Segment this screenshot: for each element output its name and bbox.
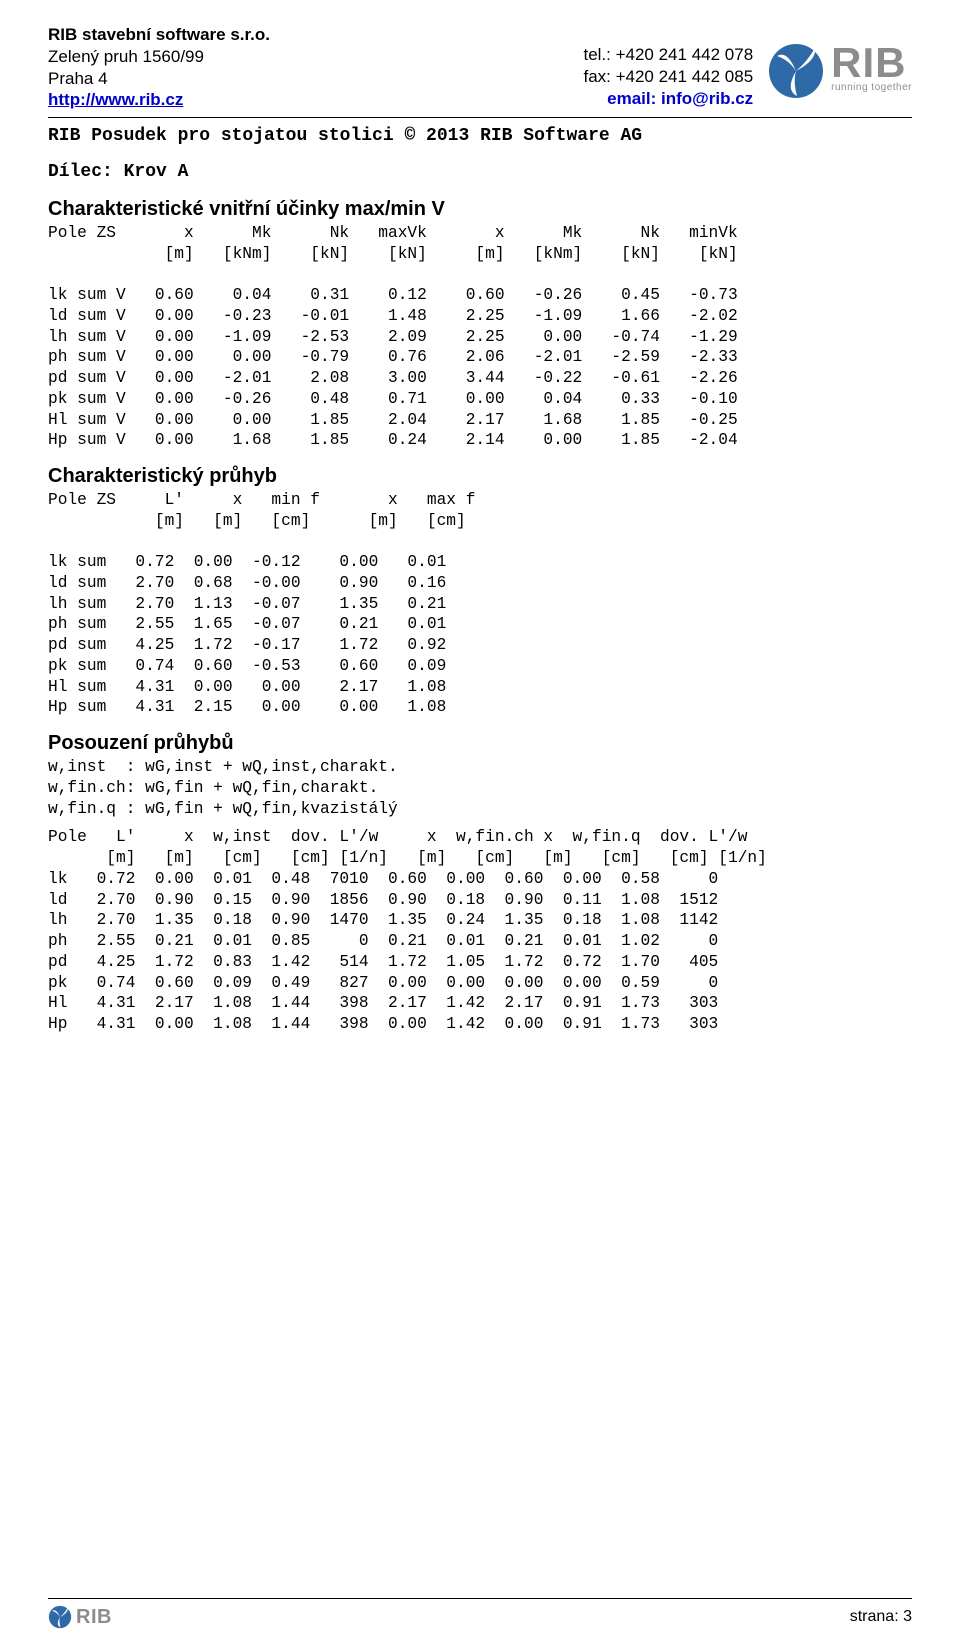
company-fax: fax: +420 241 442 085 bbox=[583, 66, 753, 88]
section3-table: Pole L' x w,inst dov. L'/w x w,fin.ch x … bbox=[48, 827, 912, 1034]
section2-table: Pole ZS L' x min f x max f [m] [m] [cm] … bbox=[48, 490, 912, 718]
section3-title: Posouzení průhybů bbox=[48, 732, 912, 755]
header-separator bbox=[48, 117, 912, 118]
company-addr1: Zelený pruh 1560/99 bbox=[48, 46, 270, 68]
section3-defs: w,inst : wG,inst + wQ,inst,charakt. w,fi… bbox=[48, 757, 912, 819]
section1-table: Pole ZS x Mk Nk maxVk x Mk Nk minVk [m] … bbox=[48, 223, 912, 451]
contact-logo-block: tel.: +420 241 442 078 fax: +420 241 442… bbox=[583, 24, 912, 109]
contact-block: tel.: +420 241 442 078 fax: +420 241 442… bbox=[583, 24, 753, 109]
page-number: strana: 3 bbox=[850, 1608, 912, 1626]
doc-title: RIB Posudek pro stojatou stolici © 2013 … bbox=[48, 126, 912, 146]
logo-mark-icon bbox=[767, 42, 825, 100]
piece-title: Dílec: Krov A bbox=[48, 162, 912, 182]
company-url[interactable]: http://www.rib.cz bbox=[48, 90, 183, 109]
page-header: RIB stavební software s.r.o. Zelený pruh… bbox=[48, 24, 912, 111]
footer-logo: RIB bbox=[48, 1605, 112, 1629]
company-addr2: Praha 4 bbox=[48, 68, 270, 90]
footer-separator bbox=[48, 1598, 912, 1599]
footer-logo-mark-icon bbox=[48, 1605, 72, 1629]
company-name: RIB stavební software s.r.o. bbox=[48, 24, 270, 46]
rib-logo: RIB running together bbox=[767, 24, 912, 100]
footer-logo-text: RIB bbox=[76, 1607, 112, 1627]
logo-text: RIB bbox=[831, 42, 912, 84]
logo-subtext: running together bbox=[831, 82, 912, 93]
company-email: email: info@rib.cz bbox=[583, 88, 753, 110]
section2-title: Charakteristický průhyb bbox=[48, 465, 912, 488]
company-tel: tel.: +420 241 442 078 bbox=[583, 44, 753, 66]
page-footer: RIB strana: 3 bbox=[48, 1598, 912, 1629]
company-block: RIB stavební software s.r.o. Zelený pruh… bbox=[48, 24, 270, 111]
section1-title: Charakteristické vnitřní účinky max/min … bbox=[48, 198, 912, 221]
